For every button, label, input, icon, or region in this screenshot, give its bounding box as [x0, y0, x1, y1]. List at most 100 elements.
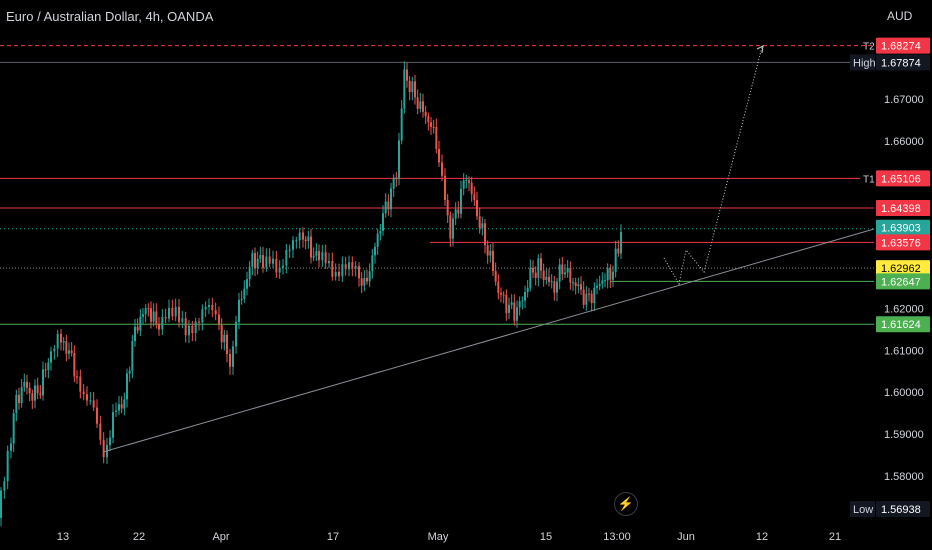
lightning-icon[interactable]: ⚡ [614, 492, 638, 516]
candle-body [516, 307, 518, 321]
candle-body [574, 282, 577, 287]
candle-body [427, 116, 430, 123]
candle-body [392, 177, 395, 189]
time-tick-label: Apr [212, 531, 229, 543]
candle-body [620, 232, 622, 254]
candle-body [473, 194, 476, 201]
candle-body [147, 308, 150, 310]
price-tick-label: 1.58000 [884, 471, 924, 483]
candle-body [406, 69, 408, 81]
candle-body [99, 423, 102, 440]
candle-body [240, 298, 243, 300]
candle-body [449, 215, 452, 239]
candle-body [34, 385, 36, 401]
candle-body [540, 258, 542, 271]
candle-body [564, 272, 566, 275]
candle-body [430, 122, 432, 127]
candle-body [31, 393, 34, 401]
time-tick-label: May [428, 531, 449, 543]
candle-body [28, 387, 31, 394]
candle-body [292, 240, 294, 250]
candle-body [374, 246, 376, 256]
price-tick-label: 1.59000 [884, 429, 924, 441]
candle-body [500, 293, 502, 295]
price-label-box [876, 501, 930, 517]
candle-body [510, 302, 513, 305]
candle-body [588, 293, 590, 295]
candle-body [235, 321, 237, 347]
candles [0, 61, 622, 527]
candle-body [354, 266, 357, 269]
candle-body [198, 321, 200, 323]
projection-arrowhead [756, 45, 764, 54]
candle-body [390, 188, 392, 210]
candle-body [312, 255, 315, 258]
candle-body [502, 294, 505, 296]
candle-body [351, 262, 354, 269]
candle-body [164, 317, 167, 319]
tag-box [850, 54, 875, 71]
price-tag: High [853, 57, 876, 69]
candle-body [226, 334, 228, 354]
candle-body [302, 232, 304, 240]
candle-body [518, 301, 521, 308]
candle-body [454, 209, 457, 219]
candle-body [435, 126, 438, 149]
candle-body [218, 314, 220, 325]
candle-body [232, 346, 234, 367]
candle-body [601, 280, 604, 284]
candle-body [304, 239, 307, 242]
drawings [102, 45, 875, 453]
candle-body [208, 304, 210, 307]
candle-body [123, 399, 126, 409]
candle-body [275, 258, 278, 273]
candle-body [268, 256, 271, 264]
price-tick-label: 1.60000 [884, 387, 924, 399]
candle-body [184, 318, 187, 336]
candle-body [191, 325, 194, 333]
candle-body [324, 252, 327, 264]
candle-body [318, 251, 320, 261]
candle-body [550, 281, 553, 283]
candle-body [47, 362, 50, 370]
candle-body [278, 267, 281, 273]
candle-body [139, 316, 142, 331]
candle-body [282, 265, 284, 268]
candle-body [136, 326, 139, 331]
price-label-box [876, 234, 930, 251]
candle-body [526, 287, 529, 292]
candle-body [150, 308, 152, 322]
candle-body [44, 369, 47, 371]
price-label-text: 1.67874 [881, 57, 921, 69]
candle-body [174, 306, 177, 317]
candle-body [214, 310, 217, 315]
candle-body [307, 236, 310, 242]
price-label-box [876, 170, 930, 187]
candle-body [115, 410, 117, 412]
price-tag: Low [853, 504, 873, 516]
candle-body [452, 218, 454, 239]
candle-body [229, 353, 231, 367]
price-axis: 1.67000 1.66000 1.62000 1.61000 1.60000 1.590… [850, 37, 930, 517]
candle-body [92, 400, 95, 408]
price-label-text: 1.63903 [881, 223, 921, 235]
candle-body [468, 180, 470, 183]
candle-body [593, 287, 596, 304]
price-label-text: 1.68274 [881, 41, 921, 53]
time-tick-label: 12 [756, 531, 768, 543]
candle-body [20, 387, 23, 404]
candle-body [513, 302, 516, 321]
candle-body [384, 201, 387, 214]
candle-body [545, 276, 548, 280]
candle-body [371, 255, 374, 272]
candle-body [489, 250, 492, 256]
candle-body [556, 281, 558, 293]
projection-path [663, 46, 763, 286]
candle-body [387, 201, 390, 210]
price-label-box [876, 260, 930, 277]
trendline [102, 228, 875, 453]
candle-body [246, 279, 248, 289]
candle-body [62, 341, 65, 343]
candle-body [168, 307, 170, 319]
